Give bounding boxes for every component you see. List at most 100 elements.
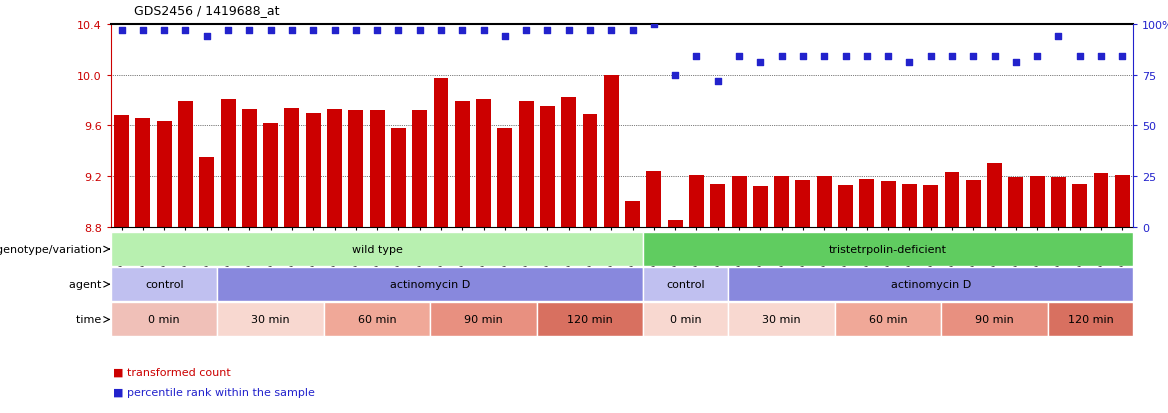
Bar [644, 303, 729, 337]
Text: 30 min: 30 min [251, 315, 290, 325]
Point [709, 78, 728, 85]
Bar [689, 175, 704, 413]
Point [1007, 60, 1026, 66]
Point [133, 28, 152, 34]
Text: ■ percentile rank within the sample: ■ percentile rank within the sample [113, 387, 315, 397]
Bar [114, 116, 128, 413]
Text: time: time [76, 315, 105, 325]
Bar [1072, 184, 1087, 413]
Bar [839, 185, 853, 413]
Bar [433, 79, 449, 413]
Bar [324, 303, 430, 337]
Text: genotype/variation: genotype/variation [0, 244, 105, 254]
Point [304, 28, 322, 34]
Bar [923, 185, 938, 413]
Point [516, 28, 535, 34]
Bar [1048, 303, 1133, 337]
Text: 90 min: 90 min [975, 315, 1014, 325]
Point [666, 72, 684, 78]
Bar [731, 177, 746, 413]
Point [645, 21, 663, 28]
Point [262, 28, 280, 34]
Bar [1051, 178, 1066, 413]
Bar [644, 268, 729, 301]
Text: wild type: wild type [352, 244, 403, 254]
Text: control: control [667, 280, 705, 290]
Point [986, 54, 1004, 60]
Bar [327, 109, 342, 413]
Point [347, 28, 366, 34]
Point [538, 28, 557, 34]
Bar [987, 164, 1002, 413]
Bar [835, 303, 941, 337]
Point [239, 28, 258, 34]
Bar [412, 111, 427, 413]
Point [730, 54, 749, 60]
Text: 60 min: 60 min [869, 315, 908, 325]
Bar [816, 177, 832, 413]
Point [283, 28, 301, 34]
Bar [860, 179, 875, 413]
Bar [217, 268, 644, 301]
Bar [583, 114, 598, 413]
Bar [111, 303, 217, 337]
Point [602, 28, 620, 34]
Bar [966, 180, 981, 413]
Point [836, 54, 855, 60]
Text: 120 min: 120 min [568, 315, 613, 325]
Text: ■ transformed count: ■ transformed count [113, 367, 231, 377]
Bar [217, 303, 324, 337]
Point [176, 28, 195, 34]
Bar [157, 122, 172, 413]
Text: actinomycin D: actinomycin D [390, 280, 471, 290]
Bar [369, 111, 384, 413]
Point [964, 54, 982, 60]
Point [432, 28, 451, 34]
Point [155, 28, 174, 34]
Point [751, 60, 770, 66]
Text: control: control [145, 280, 183, 290]
Bar [753, 187, 767, 413]
Bar [644, 233, 1133, 266]
Bar [795, 180, 811, 413]
Bar [537, 303, 644, 337]
Point [878, 54, 897, 60]
Bar [646, 171, 661, 413]
Bar [1115, 175, 1129, 413]
Point [389, 28, 408, 34]
Bar [1093, 174, 1108, 413]
Text: 30 min: 30 min [763, 315, 801, 325]
Bar [710, 184, 725, 413]
Point [624, 28, 642, 34]
Point [687, 54, 705, 60]
Bar [200, 158, 214, 413]
Point [1049, 33, 1068, 40]
Point [1028, 54, 1047, 60]
Bar [178, 102, 193, 413]
Bar [540, 107, 555, 413]
Text: 0 min: 0 min [670, 315, 702, 325]
Bar [306, 113, 321, 413]
Text: agent: agent [69, 280, 105, 290]
Point [495, 33, 514, 40]
Bar [135, 119, 151, 413]
Bar [221, 100, 236, 413]
Point [218, 28, 237, 34]
Bar [285, 108, 299, 413]
Point [857, 54, 876, 60]
Bar [562, 98, 576, 413]
Point [580, 28, 599, 34]
Point [325, 28, 343, 34]
Bar [242, 109, 257, 413]
Bar [625, 202, 640, 413]
Point [559, 28, 578, 34]
Bar [941, 303, 1048, 337]
Bar [881, 182, 896, 413]
Point [1113, 54, 1132, 60]
Point [474, 28, 493, 34]
Bar [902, 184, 917, 413]
Bar [729, 268, 1133, 301]
Bar [111, 268, 217, 301]
Bar [1008, 178, 1023, 413]
Bar [430, 303, 537, 337]
